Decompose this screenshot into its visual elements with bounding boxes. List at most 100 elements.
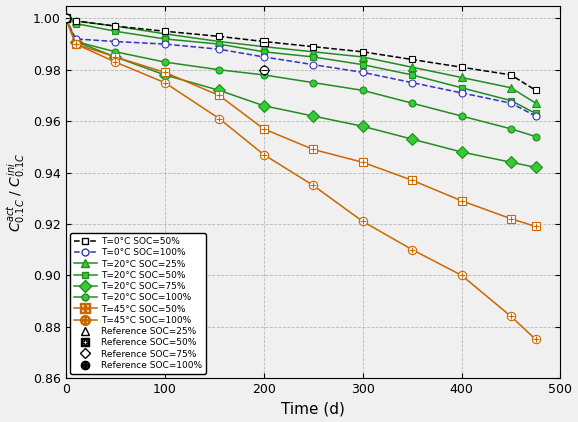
T=0°C SOC=50% (310, 44, 317, 49)
T=20°C SOC=75% (161, 73, 168, 78)
T=45°C SOC=100% (260, 152, 267, 157)
T=45°C SOC=100% (72, 41, 79, 46)
T=45°C SOC=50% (62, 16, 69, 21)
Line: T=20°C SOC=50%: T=20°C SOC=50% (62, 15, 539, 117)
T=45°C SOC=50% (112, 54, 119, 60)
T=20°C SOC=50% (458, 85, 465, 90)
T=0°C SOC=50% (507, 73, 514, 78)
T=45°C SOC=100% (507, 314, 514, 319)
Line: T=20°C SOC=75%: T=20°C SOC=75% (62, 14, 540, 172)
T=45°C SOC=100% (62, 16, 69, 21)
T=20°C SOC=50% (409, 73, 416, 78)
T=0°C SOC=100% (112, 39, 119, 44)
T=20°C SOC=100% (507, 126, 514, 131)
T=0°C SOC=50% (260, 39, 267, 44)
Reference SOC=75% (260, 67, 267, 72)
T=45°C SOC=50% (310, 147, 317, 152)
Reference SOC=50% (62, 16, 69, 21)
T=20°C SOC=25% (532, 100, 539, 106)
T=0°C SOC=50% (458, 65, 465, 70)
T=20°C SOC=25% (161, 31, 168, 36)
T=0°C SOC=100% (409, 80, 416, 85)
T=20°C SOC=100% (216, 67, 223, 72)
T=20°C SOC=25% (216, 39, 223, 44)
T=20°C SOC=100% (359, 88, 366, 93)
T=0°C SOC=50% (216, 34, 223, 39)
T=20°C SOC=100% (532, 134, 539, 139)
T=20°C SOC=100% (310, 80, 317, 85)
Line: T=45°C SOC=50%: T=45°C SOC=50% (62, 15, 539, 230)
Line: Reference SOC=75%: Reference SOC=75% (62, 15, 267, 73)
T=20°C SOC=75% (112, 54, 119, 60)
T=20°C SOC=25% (507, 85, 514, 90)
T=45°C SOC=50% (161, 70, 168, 75)
T=20°C SOC=25% (458, 75, 465, 80)
Reference SOC=25% (260, 39, 267, 44)
T=45°C SOC=100% (458, 273, 465, 278)
T=20°C SOC=50% (62, 16, 69, 21)
T=45°C SOC=100% (359, 219, 366, 224)
T=45°C SOC=100% (409, 247, 416, 252)
Line: T=45°C SOC=100%: T=45°C SOC=100% (62, 15, 539, 343)
T=0°C SOC=100% (216, 47, 223, 52)
T=20°C SOC=50% (507, 98, 514, 103)
T=0°C SOC=100% (507, 100, 514, 106)
Reference SOC=100% (62, 16, 69, 21)
Legend: T=0°C SOC=50%, T=0°C SOC=100%, T=20°C SOC=25%, T=20°C SOC=50%, T=20°C SOC=75%, T: T=0°C SOC=50%, T=0°C SOC=100%, T=20°C SO… (71, 233, 206, 373)
T=20°C SOC=100% (161, 60, 168, 65)
Line: T=0°C SOC=50%: T=0°C SOC=50% (62, 15, 539, 94)
T=20°C SOC=75% (409, 137, 416, 142)
T=45°C SOC=100% (310, 183, 317, 188)
Reference SOC=100% (260, 67, 267, 72)
T=0°C SOC=50% (72, 19, 79, 24)
Line: T=0°C SOC=100%: T=0°C SOC=100% (62, 15, 539, 119)
T=45°C SOC=100% (532, 337, 539, 342)
T=0°C SOC=50% (409, 57, 416, 62)
T=45°C SOC=50% (409, 178, 416, 183)
T=45°C SOC=100% (161, 80, 168, 85)
Line: Reference SOC=100%: Reference SOC=100% (63, 16, 266, 73)
Line: T=20°C SOC=100%: T=20°C SOC=100% (62, 15, 539, 140)
T=45°C SOC=50% (359, 160, 366, 165)
T=20°C SOC=100% (458, 114, 465, 119)
T=0°C SOC=100% (310, 62, 317, 67)
T=0°C SOC=50% (112, 24, 119, 29)
T=20°C SOC=75% (62, 16, 69, 21)
T=20°C SOC=25% (310, 49, 317, 54)
T=20°C SOC=50% (216, 41, 223, 46)
T=20°C SOC=25% (72, 19, 79, 24)
T=0°C SOC=50% (532, 88, 539, 93)
Line: Reference SOC=25%: Reference SOC=25% (62, 14, 268, 46)
Y-axis label: $C^{act}_{0.1C}$ / $C^{ini}_{0.1C}$: $C^{act}_{0.1C}$ / $C^{ini}_{0.1C}$ (6, 152, 28, 232)
Reference SOC=25% (62, 16, 69, 21)
T=20°C SOC=100% (62, 16, 69, 21)
T=0°C SOC=100% (72, 36, 79, 41)
T=0°C SOC=50% (161, 29, 168, 34)
T=20°C SOC=50% (112, 29, 119, 34)
T=45°C SOC=100% (216, 116, 223, 121)
T=20°C SOC=75% (458, 149, 465, 154)
T=20°C SOC=25% (112, 24, 119, 29)
T=20°C SOC=100% (112, 49, 119, 54)
T=45°C SOC=50% (507, 216, 514, 221)
T=20°C SOC=75% (216, 88, 223, 93)
T=45°C SOC=50% (260, 126, 267, 131)
T=0°C SOC=100% (359, 70, 366, 75)
T=45°C SOC=50% (72, 41, 79, 46)
T=0°C SOC=100% (458, 90, 465, 95)
T=20°C SOC=25% (62, 16, 69, 21)
T=0°C SOC=50% (359, 49, 366, 54)
T=0°C SOC=100% (532, 114, 539, 119)
T=20°C SOC=100% (409, 100, 416, 106)
T=20°C SOC=50% (359, 62, 366, 67)
T=20°C SOC=50% (161, 36, 168, 41)
T=45°C SOC=50% (216, 93, 223, 98)
T=20°C SOC=100% (72, 39, 79, 44)
T=20°C SOC=75% (359, 124, 366, 129)
T=45°C SOC=50% (532, 224, 539, 229)
T=20°C SOC=50% (310, 54, 317, 60)
Reference SOC=75% (62, 16, 69, 21)
T=20°C SOC=25% (260, 44, 267, 49)
X-axis label: Time (d): Time (d) (281, 401, 345, 417)
T=45°C SOC=50% (458, 198, 465, 203)
